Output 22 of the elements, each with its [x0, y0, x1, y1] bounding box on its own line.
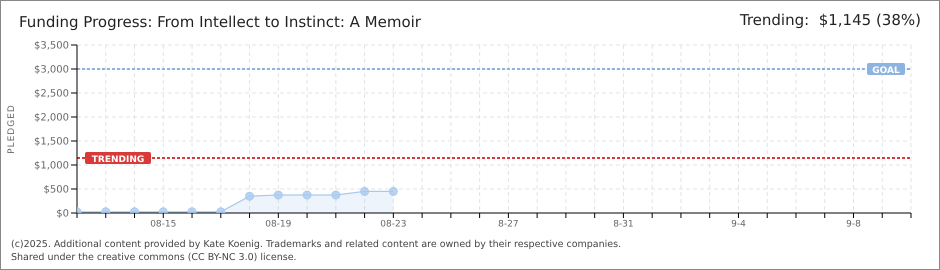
x-tick-label: 08-15 [150, 219, 176, 230]
y-tick-label: $500 [44, 184, 69, 196]
y-tick-label: $1,000 [34, 160, 69, 172]
x-tick-label: 9-4 [731, 219, 746, 230]
chart-title: Funding Progress: From Intellect to Instinct: A Memoir [19, 13, 421, 31]
ref-line-label: TRENDING [92, 155, 144, 166]
text: Shared under the creative commons (CC BY-NC 3.0) license. [11, 251, 298, 264]
y-axis-title: PLEDGED [7, 104, 18, 154]
x-tick-label: 08-19 [265, 219, 292, 230]
x-tick-label: 8-31 [613, 219, 634, 230]
y-tick-label: $1,500 [34, 136, 69, 148]
ref-line-label: GOAL [872, 66, 900, 76]
y-tick-label: $2,500 [34, 88, 69, 100]
y-tick-label: $3,500 [34, 40, 69, 52]
y-tick-label: $3,000 [34, 64, 69, 76]
chart-subtitle: Trending: $1,145 (38%) [740, 11, 921, 29]
x-tick-label: 08-23 [380, 219, 406, 230]
x-tick-label: 8-27 [498, 219, 519, 230]
x-tick-label: 9-8 [846, 219, 862, 230]
y-tick-label: $0 [56, 208, 69, 220]
y-tick-label: $2,000 [34, 112, 69, 124]
text: (c)2025. Additional content provided by Kate Koenig. Trademarks and related content are owned by their respective companies. [11, 238, 622, 251]
